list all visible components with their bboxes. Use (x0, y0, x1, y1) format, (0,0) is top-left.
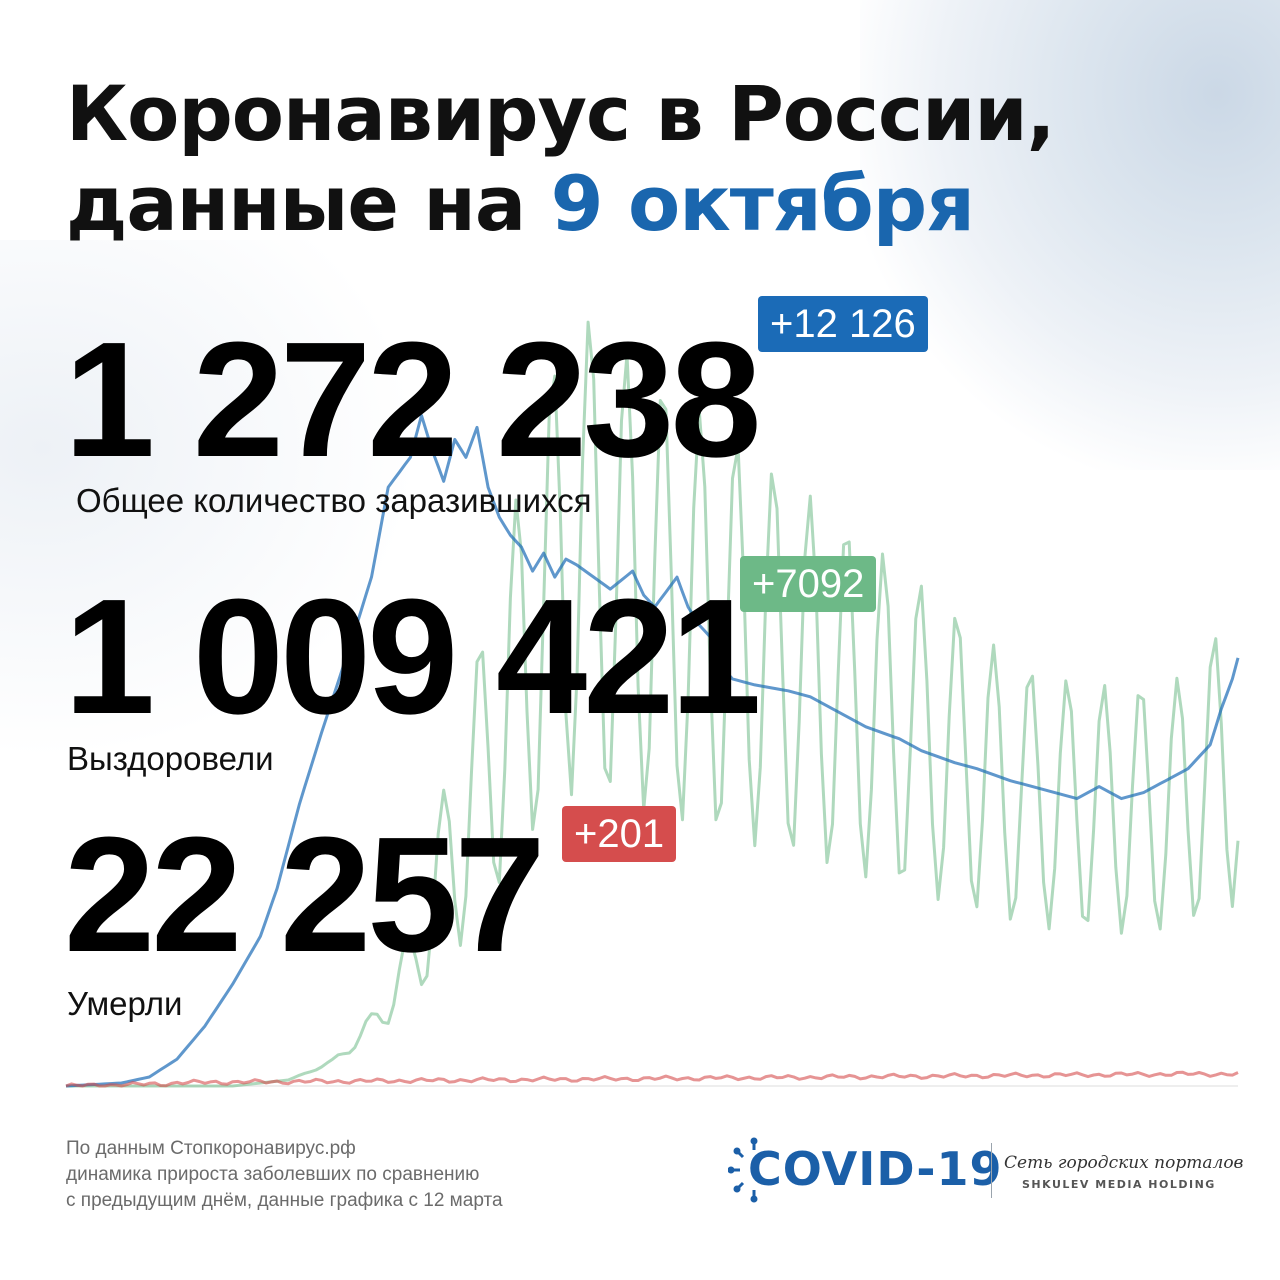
deaths-caption: Умерли (67, 985, 183, 1022)
page-title-prefix: данные на (66, 159, 551, 248)
holding-name: SHKULEV MEDIA HOLDING (1022, 1178, 1216, 1191)
footnote-line: с предыдущим днём, данные графика с 12 м… (66, 1190, 503, 1211)
deaths-total: 22 257 (64, 803, 546, 986)
brand-logo-text: COVID-19 (748, 1142, 1003, 1196)
recovered-delta-badge: +7092 (740, 556, 877, 612)
footnote-line: динамика прироста заболевших по сравнени… (66, 1164, 480, 1185)
footnote-line: По данным Стопкоронавирус.рф (66, 1138, 356, 1159)
infected-series-line (65, 413, 1240, 1088)
deaths-delta-badge: +201 (562, 806, 677, 862)
source-footnote: По данным Стопкоронавирус.рф динамика пр… (66, 1136, 503, 1214)
infected-caption: Общее количество заразившихся (76, 482, 592, 519)
recovered-total: 1 009 421 (64, 565, 762, 748)
page-title-line-1: Коронавирус в России, (66, 69, 1055, 158)
virus-icon (728, 1137, 758, 1203)
recovered-series-line (66, 320, 1240, 1088)
infected-total: 1 272 238 (64, 308, 762, 491)
page-title-line-2: данные на 9 октября (66, 166, 975, 242)
brand-divider (991, 1143, 992, 1198)
network-name: Сеть городских порталов (1004, 1153, 1244, 1173)
infected-delta-badge: +12 126 (758, 296, 928, 352)
recovered-caption: Выздоровели (67, 740, 274, 777)
page-title-date: 9 октября (550, 159, 975, 248)
deaths-series-line (65, 1070, 1239, 1088)
